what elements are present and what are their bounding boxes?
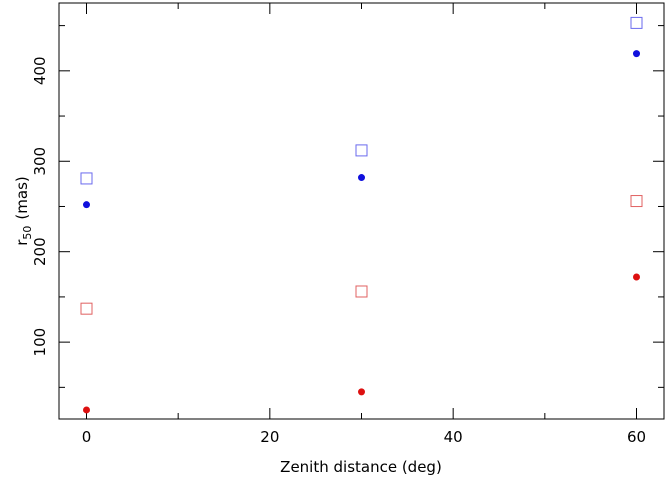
data-points bbox=[80, 16, 643, 414]
y-tick-label: 100 bbox=[31, 328, 49, 357]
x-tick-label: 60 bbox=[627, 428, 646, 446]
tick-labels: 0 20 40 60 100 200 300 400 bbox=[31, 57, 646, 446]
square-marker bbox=[630, 195, 643, 208]
x-tick-label: 40 bbox=[444, 428, 463, 446]
y-tick-label: 300 bbox=[31, 147, 49, 176]
square-marker bbox=[80, 302, 93, 315]
y-axis-title-subscript: 50 bbox=[21, 226, 34, 240]
square-marker bbox=[80, 172, 93, 185]
axis-ticks bbox=[59, 3, 664, 419]
square-marker bbox=[355, 285, 368, 298]
plot-frame bbox=[58, 2, 665, 420]
y-axis-title-base: r bbox=[13, 239, 31, 246]
y-tick-label: 200 bbox=[31, 237, 49, 266]
circle-marker bbox=[633, 50, 640, 58]
square-marker bbox=[355, 144, 368, 157]
circle-marker bbox=[83, 406, 90, 414]
circle-marker bbox=[83, 201, 90, 209]
circle-marker bbox=[358, 388, 365, 396]
circle-marker bbox=[358, 174, 365, 182]
x-axis-title: Zenith distance (deg) bbox=[280, 458, 442, 476]
circle-marker bbox=[633, 273, 640, 281]
y-axis-title: r50 (mas) bbox=[13, 176, 34, 246]
x-tick-label: 20 bbox=[260, 428, 279, 446]
square-marker bbox=[630, 16, 643, 29]
x-tick-label: 0 bbox=[82, 428, 92, 446]
y-axis-title-unit: (mas) bbox=[13, 176, 31, 219]
y-tick-label: 400 bbox=[31, 57, 49, 86]
